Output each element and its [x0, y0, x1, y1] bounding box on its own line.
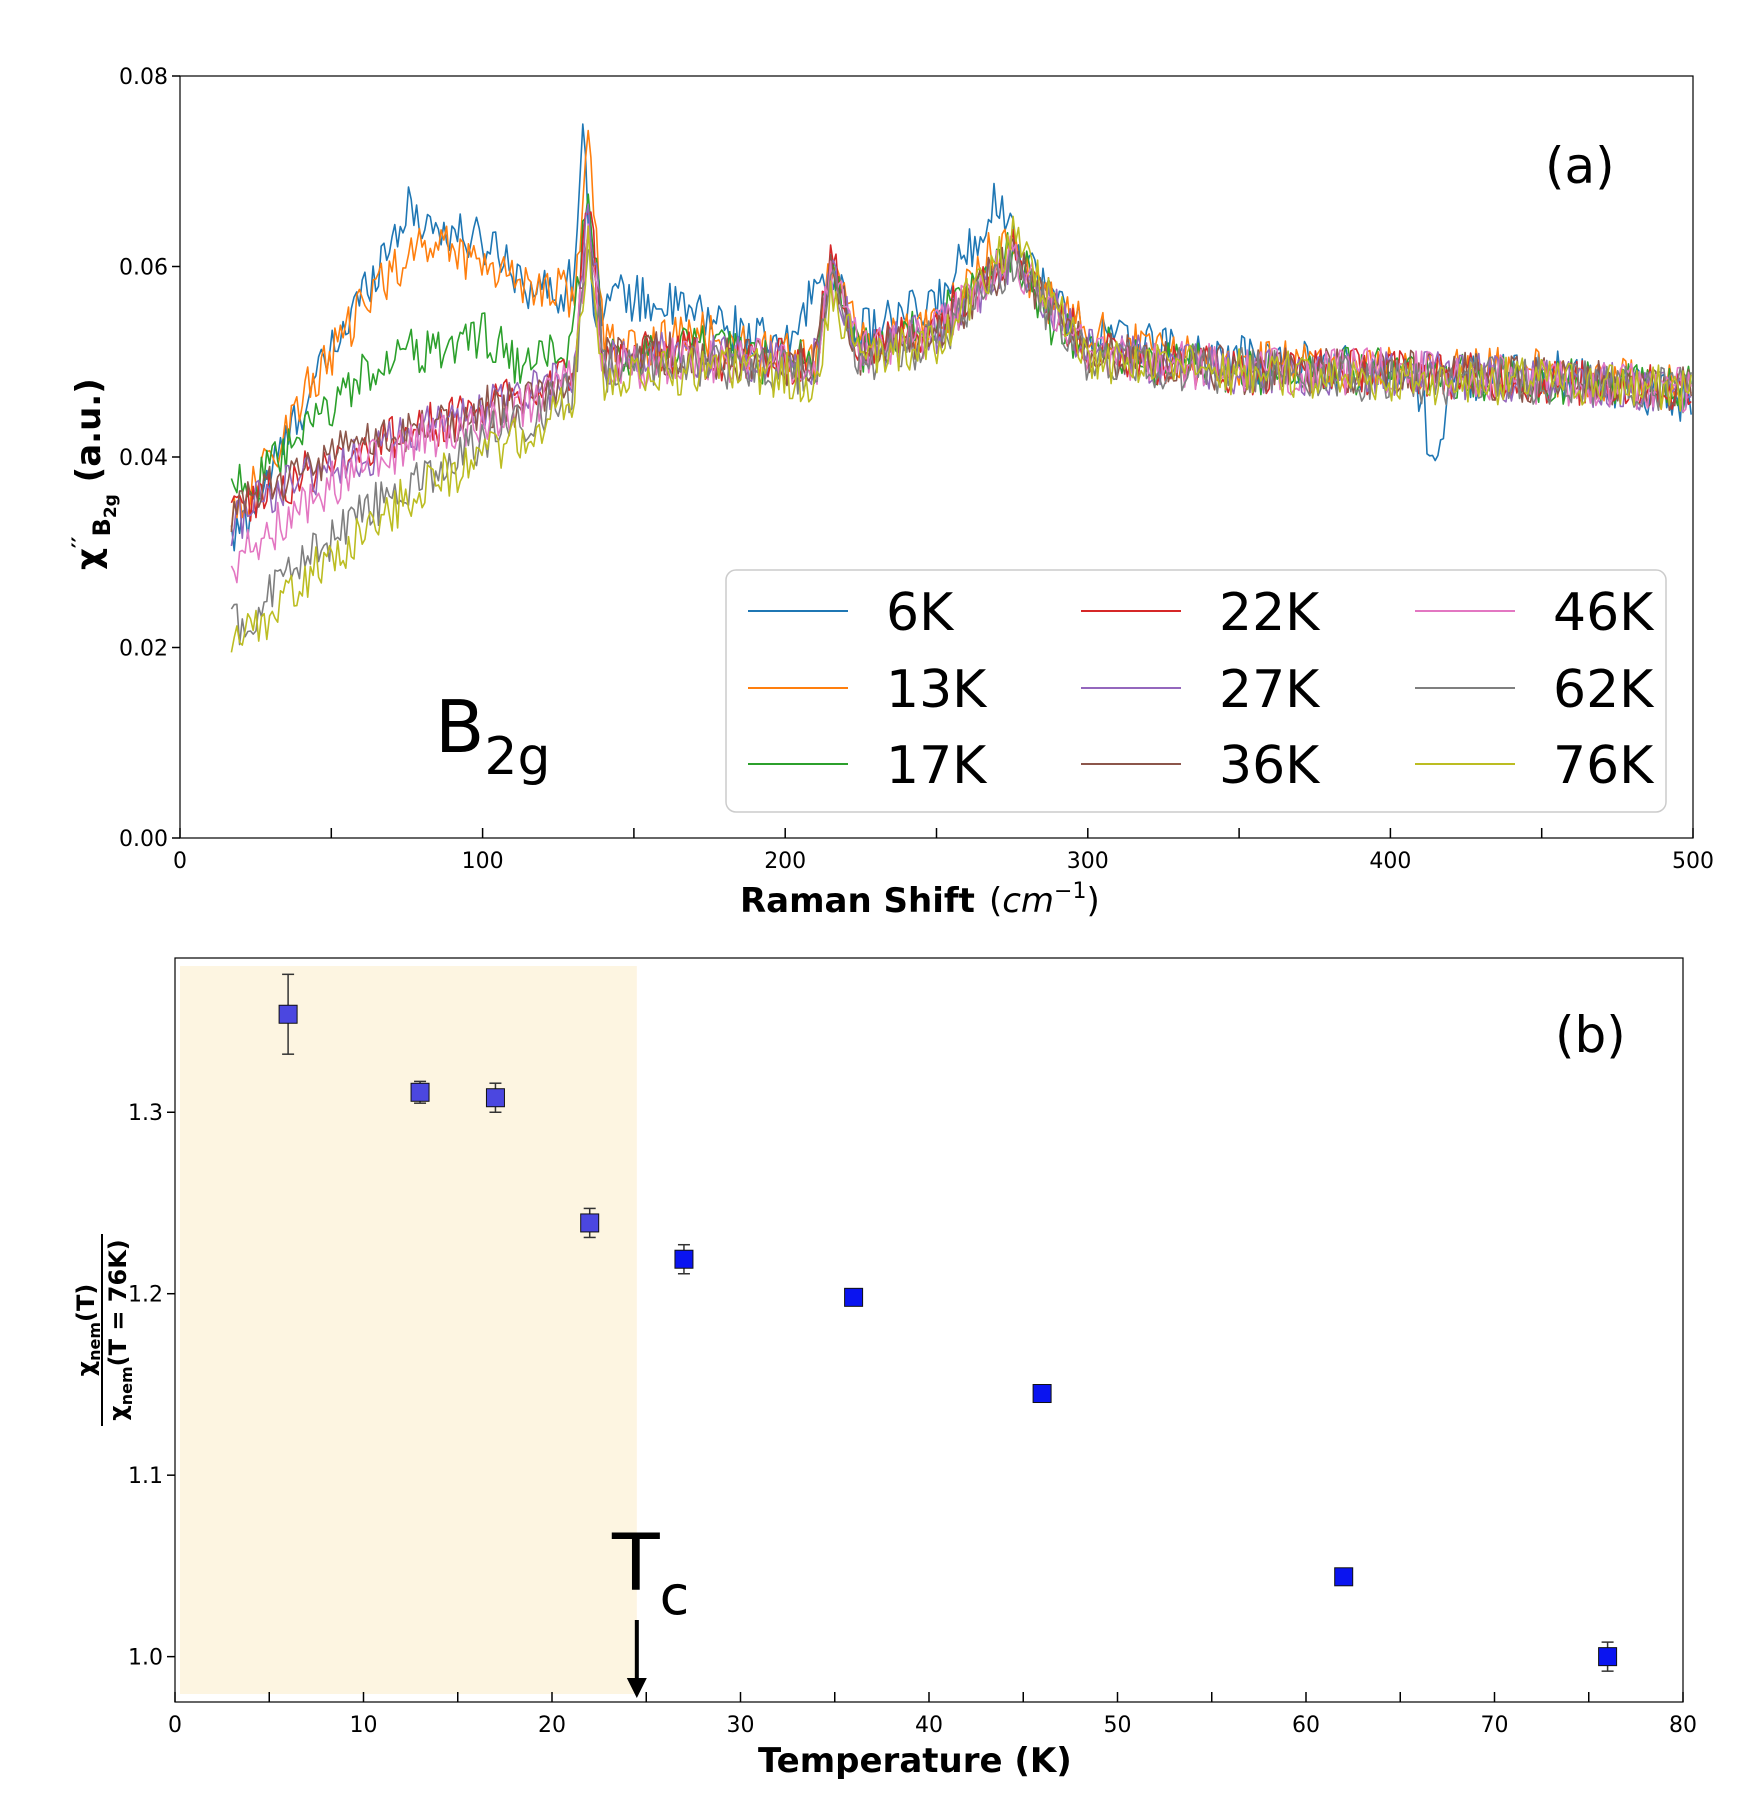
y-tick-label-a: 0.06: [119, 256, 168, 281]
data-point-22K: [580, 1213, 600, 1233]
tc-main: T: [611, 1519, 660, 1609]
legend-label: 17K: [886, 736, 988, 796]
series-line-76K: [230, 215, 1692, 653]
x-label-a-open: (: [989, 881, 1002, 921]
y-tick-label-a: 0.08: [119, 65, 168, 90]
x-axis-label-a: Raman Shift (cm−1): [740, 879, 1100, 921]
legend-label: 6K: [886, 583, 955, 643]
x-tick-label-b: 70: [1481, 1713, 1509, 1738]
y-tick-label-b: 1.0: [128, 1646, 163, 1671]
y-tick-label-b: 1.3: [128, 1101, 163, 1126]
plot-a-y-axis: 0.00 0.02 0.04 0.06 0.08: [119, 65, 180, 852]
x-tick-label-a: 400: [1369, 849, 1411, 874]
b2g-sub: 2g: [484, 727, 550, 787]
y-label-b-denominator: χnem(T = 76K): [104, 1239, 136, 1421]
panel-a: 0.00 0.02 0.04 0.06 0.08 0 100 200 300 400 500 6K…: [69, 65, 1714, 921]
x-tick-label-a: 100: [462, 849, 504, 874]
x-tick-label-a: 0: [173, 849, 187, 874]
x-tick-label-b: 50: [1104, 1713, 1132, 1738]
legend-label: 27K: [1219, 660, 1321, 720]
x-tick-label-b: 30: [727, 1713, 755, 1738]
legend-label: 62K: [1553, 660, 1655, 720]
data-point-17K: [485, 1088, 505, 1108]
panel-b: 1.0 1.1 1.2 1.3 0 10 20 30 40 50 60 70 80 (b) Tc Te…: [72, 957, 1697, 1781]
b2g-main: B: [435, 685, 484, 769]
tc-annotation: Tc: [611, 1519, 689, 1627]
plot-b-x-axis: 0 10 20 30 40 50 60 70 80: [168, 1692, 1697, 1738]
x-tick-label-b: 0: [168, 1713, 182, 1738]
x-label-a-cm: cm: [1002, 881, 1054, 921]
y-den-tail: (T = 76K): [104, 1239, 132, 1366]
x-tick-label-a: 200: [764, 849, 806, 874]
y-label-a-prime: ′′: [69, 536, 94, 548]
superconducting-region-shade: [180, 966, 637, 1694]
legend-label: 76K: [1553, 736, 1655, 796]
y-label-b-numerator: χnem(T): [72, 1284, 104, 1377]
data-point-6K: [278, 1004, 298, 1024]
data-point-36K: [844, 1287, 864, 1307]
plot-a-x-axis: 0 100 200 300 400 500: [173, 828, 1714, 874]
data-point-46K: [1032, 1384, 1052, 1404]
y-label-a-sub: B: [88, 518, 116, 536]
legend-label: 36K: [1219, 736, 1321, 796]
x-tick-label-b: 60: [1292, 1713, 1320, 1738]
y-tick-label-a: 0.04: [119, 446, 168, 471]
series-line-27K: [230, 203, 1692, 547]
data-point-27K: [674, 1249, 694, 1269]
y-label-a-tail: (a.u.): [69, 378, 109, 494]
plot-b-points: [278, 973, 1618, 1672]
y-num-tail: (T): [72, 1284, 100, 1322]
plot-b-y-axis: 1.0 1.1 1.2 1.3: [128, 1101, 175, 1671]
tc-arrow-icon: [626, 1620, 647, 1698]
y-tick-label-b: 1.1: [128, 1464, 163, 1489]
x-tick-label-b: 10: [350, 1713, 378, 1738]
legend-label: 22K: [1219, 583, 1321, 643]
x-label-a-bold: Raman Shift: [740, 881, 975, 921]
data-point-13K: [410, 1082, 430, 1102]
x-label-a-exp: −1: [1054, 879, 1086, 904]
x-tick-label-b: 40: [915, 1713, 943, 1738]
y-num-main: χ: [72, 1361, 100, 1376]
plot-a-series-lines: [230, 123, 1692, 653]
data-point-76K: [1598, 1647, 1618, 1667]
x-tick-label-a: 500: [1672, 849, 1714, 874]
panel-label-b: (b): [1555, 1006, 1626, 1064]
x-axis-label-b: Temperature (K): [758, 1741, 1072, 1781]
b2g-annotation: B2g: [435, 685, 551, 787]
legend-box: [725, 569, 1667, 813]
tc-arrow-head: [626, 1678, 647, 1698]
y-den-sub: nem: [117, 1366, 136, 1405]
x-tick-label-a: 300: [1067, 849, 1109, 874]
data-point-62K: [1334, 1567, 1354, 1587]
x-tick-label-b: 20: [538, 1713, 566, 1738]
y-tick-label-b: 1.2: [128, 1283, 163, 1308]
y-tick-label-a: 0.02: [119, 637, 168, 662]
y-label-a-main: χ: [69, 548, 109, 570]
y-num-sub: nem: [85, 1322, 104, 1361]
legend-label: 13K: [886, 660, 988, 720]
y-axis-label-a: χ′′B2g (a.u.): [69, 378, 121, 570]
panel-label-a: (a): [1545, 137, 1615, 195]
x-tick-label-b: 80: [1669, 1713, 1697, 1738]
y-label-a-subsub: 2g: [101, 494, 121, 518]
y-axis-label-b: χnem(T) χnem(T = 76K): [72, 1234, 136, 1426]
legend: 6K 13K 17K 22K 27K 36K 46K 62K 76K: [748, 583, 1655, 796]
legend-label: 46K: [1553, 583, 1655, 643]
tc-sub: c: [660, 1564, 690, 1627]
x-label-a-close: ): [1086, 881, 1099, 921]
y-tick-label-a: 0.00: [119, 827, 168, 852]
y-den-main: χ: [104, 1405, 132, 1420]
